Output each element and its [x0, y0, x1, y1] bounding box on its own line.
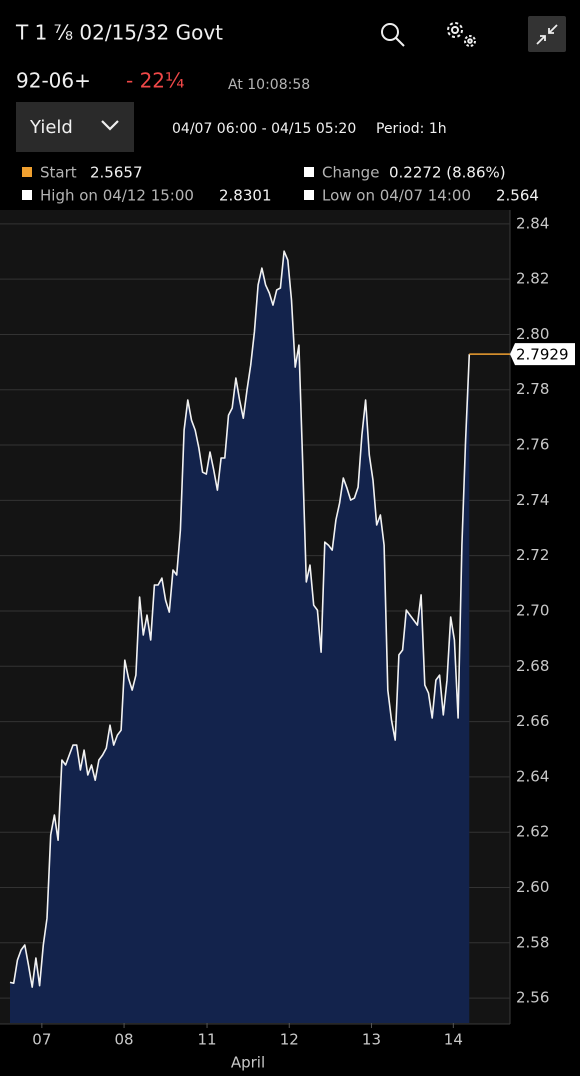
stat-swatch [304, 167, 314, 177]
date-range: 04/07 06:00 - 04/15 05:20 [172, 121, 356, 137]
stat-label: Change [322, 164, 379, 182]
y-tick-label: 2.78 [516, 380, 549, 398]
settings-icon[interactable] [447, 22, 476, 47]
x-tick-label: 11 [197, 1031, 216, 1049]
field-label: Yield [29, 117, 73, 138]
y-tick-label: 2.58 [516, 933, 549, 951]
y-tick-label: 2.74 [516, 491, 549, 509]
stat-value: 0.2272 (8.86%) [389, 164, 506, 182]
y-tick-label: 2.82 [516, 270, 549, 288]
y-tick-label: 2.66 [516, 712, 549, 730]
y-tick-label: 2.62 [516, 823, 549, 841]
y-tick-label: 2.76 [516, 436, 549, 454]
line [9, 250, 471, 988]
last-value-label: 2.7929 [516, 346, 569, 364]
stat-swatch [22, 190, 32, 200]
y-tick-label: 2.72 [516, 546, 549, 564]
stat-label: Start [40, 164, 77, 182]
stat-swatch [304, 190, 314, 200]
x-axis-label: April [231, 1054, 265, 1072]
collapse-button[interactable] [528, 16, 566, 52]
period: Period: 1h [376, 121, 447, 137]
stat-value: 2.5657 [90, 164, 143, 182]
last-value-box [510, 343, 575, 366]
x-tick-label: 14 [444, 1031, 463, 1049]
security-title: T 1 ⅞ 02/15/32 Govt [15, 21, 223, 45]
x-tick-label: 13 [362, 1031, 381, 1049]
y-tick-label: 2.64 [516, 767, 549, 785]
y-tick-label: 2.84 [516, 214, 549, 232]
search-icon[interactable] [381, 23, 405, 47]
price-change: - 22¼ [126, 69, 184, 93]
x-tick-label: 07 [32, 1031, 51, 1049]
y-tick-label: 2.56 [516, 989, 549, 1007]
field-dropdown[interactable]: Yield [16, 102, 134, 152]
stat-label: Low on 04/07 14:00 [322, 187, 471, 205]
x-tick-label: 12 [280, 1031, 299, 1049]
y-tick-label: 2.80 [516, 325, 549, 343]
price: 92-06+ [16, 69, 91, 93]
start-swatch [22, 167, 32, 177]
x-tick-label: 08 [115, 1031, 134, 1049]
area [10, 251, 470, 1023]
y-tick-label: 2.68 [516, 657, 549, 675]
quote-time: At 10:08:58 [228, 77, 310, 93]
y-tick-label: 2.60 [516, 878, 549, 896]
stat-value: 2.564 [496, 187, 539, 205]
y-tick-label: 2.70 [516, 601, 549, 619]
stat-value: 2.8301 [219, 187, 272, 205]
stat-label: High on 04/12 15:00 [40, 187, 194, 205]
